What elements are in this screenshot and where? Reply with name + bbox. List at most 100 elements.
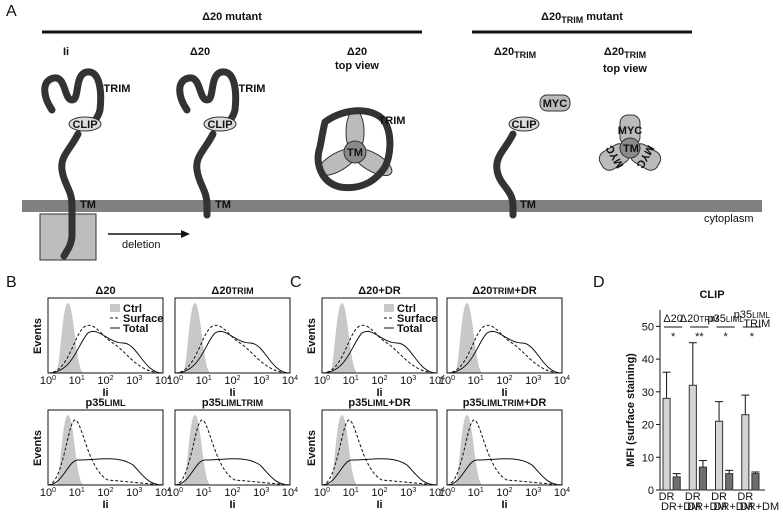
x-tick-label: 104: [554, 487, 570, 499]
x-axis-label: Ii: [229, 387, 235, 399]
tick-exp: 0: [451, 487, 455, 494]
histogram: [446, 297, 563, 374]
clip: [68, 116, 102, 132]
tick-base: 10: [429, 375, 441, 387]
x-tick-label: 101: [468, 375, 484, 387]
tick-base: 10: [496, 487, 508, 499]
label-main: Δ20 mutant: [202, 11, 262, 23]
tick-exp: 1: [208, 487, 212, 494]
tick-base: 10: [343, 375, 355, 387]
tick-base: 10: [343, 487, 355, 499]
y-tick-label: 40: [642, 354, 654, 366]
total-curve: [47, 330, 164, 374]
tick-base: 10: [400, 487, 412, 499]
molecule: [493, 130, 517, 219]
histogram: [47, 409, 164, 486]
tick-exp: 4: [167, 375, 171, 382]
x-tick-label: DR+DM: [687, 501, 726, 513]
label: p35LIML: [708, 313, 745, 325]
surface-curve: [321, 419, 438, 486]
bar: [662, 397, 671, 491]
legend-label: Total: [123, 323, 148, 335]
myc: [539, 94, 571, 112]
x-tick-label: 103: [400, 487, 416, 499]
x-tick-label: 102: [496, 375, 512, 387]
group-label-sub: TRIM: [743, 318, 770, 330]
panel-label: A: [6, 3, 17, 20]
y-tick-label: 50: [642, 321, 654, 333]
label: Δ20TRIM: [680, 313, 719, 325]
x-tick-label: 100: [40, 375, 56, 387]
part-label: TRIM: [239, 83, 266, 95]
label: Δ20TRIM+DR: [472, 285, 537, 297]
tick-exp: 0: [179, 375, 183, 382]
significance: *: [750, 331, 755, 343]
x-tick-label: 100: [439, 375, 455, 387]
x-tick-label: DR: [737, 491, 753, 503]
bar: [688, 384, 697, 491]
label-main: p35: [348, 397, 367, 409]
tick-base: 10: [69, 375, 81, 387]
bar: [672, 476, 681, 491]
tick-exp: 3: [537, 375, 541, 382]
surface-curve: [446, 419, 563, 486]
legend-swatch: [110, 304, 120, 312]
part-label: TM: [215, 199, 231, 211]
tick-base: 10: [400, 375, 412, 387]
tick-base: 10: [196, 375, 208, 387]
label: Δ20+DR: [358, 285, 401, 297]
x-tick-label: 101: [343, 375, 359, 387]
label: p35LIMLTRIM+DR: [463, 397, 547, 409]
x-tick-label: 102: [97, 487, 113, 499]
surface-curve: [47, 324, 164, 374]
x-axis-label: Ii: [102, 499, 108, 511]
x-tick-label: DR: [685, 491, 701, 503]
label-suffix: mutant: [583, 11, 623, 23]
significance: *: [723, 331, 728, 343]
panel-label: B: [6, 274, 17, 291]
region-label: cytoplasm: [704, 213, 754, 225]
label-main: Δ20: [663, 313, 683, 325]
total-curve: [446, 458, 563, 486]
histogram: [47, 297, 164, 374]
y-axis-label: Events: [306, 318, 318, 354]
label-main: p35: [86, 397, 105, 409]
label-main: Δ20: [95, 285, 115, 297]
tick-base: 10: [167, 375, 179, 387]
plot-frame: [321, 409, 438, 486]
y-axis-label: Events: [32, 430, 44, 466]
tick-base: 10: [97, 487, 109, 499]
label-main: Δ20: [211, 285, 231, 297]
x-tick-label: DR: [711, 491, 727, 503]
bar: [741, 414, 750, 491]
molecule: [58, 130, 82, 260]
histogram: [446, 409, 563, 486]
panel-label: C: [290, 274, 302, 291]
x-tick-label: 102: [371, 375, 387, 387]
plot-frame: [47, 297, 164, 374]
x-tick-label: 102: [97, 375, 113, 387]
y-tick-label: 0: [648, 485, 654, 497]
x-tick-label: 103: [253, 375, 269, 387]
tick-base: 10: [196, 487, 208, 499]
molecule: [314, 107, 394, 192]
legend-label: Surface: [123, 313, 163, 325]
tick-exp: 1: [81, 487, 85, 494]
label: Δ20: [95, 285, 115, 297]
x-axis-label: Ii: [501, 387, 507, 399]
x-tick-label: 102: [371, 487, 387, 499]
plot-frame: [321, 297, 438, 374]
tick-exp: 2: [509, 487, 513, 494]
label-sub: LIML: [752, 311, 770, 320]
part-label: TM: [623, 143, 639, 155]
tick-base: 10: [554, 375, 566, 387]
x-tick-label: 101: [69, 487, 85, 499]
plot-frame: [174, 297, 291, 374]
label-main: Ii: [63, 46, 69, 58]
x-tick-label: 104: [155, 375, 171, 387]
label-main: Δ20: [190, 46, 210, 58]
total-curve: [321, 458, 438, 486]
label-main: p35: [463, 397, 482, 409]
surface-curve: [321, 324, 438, 374]
